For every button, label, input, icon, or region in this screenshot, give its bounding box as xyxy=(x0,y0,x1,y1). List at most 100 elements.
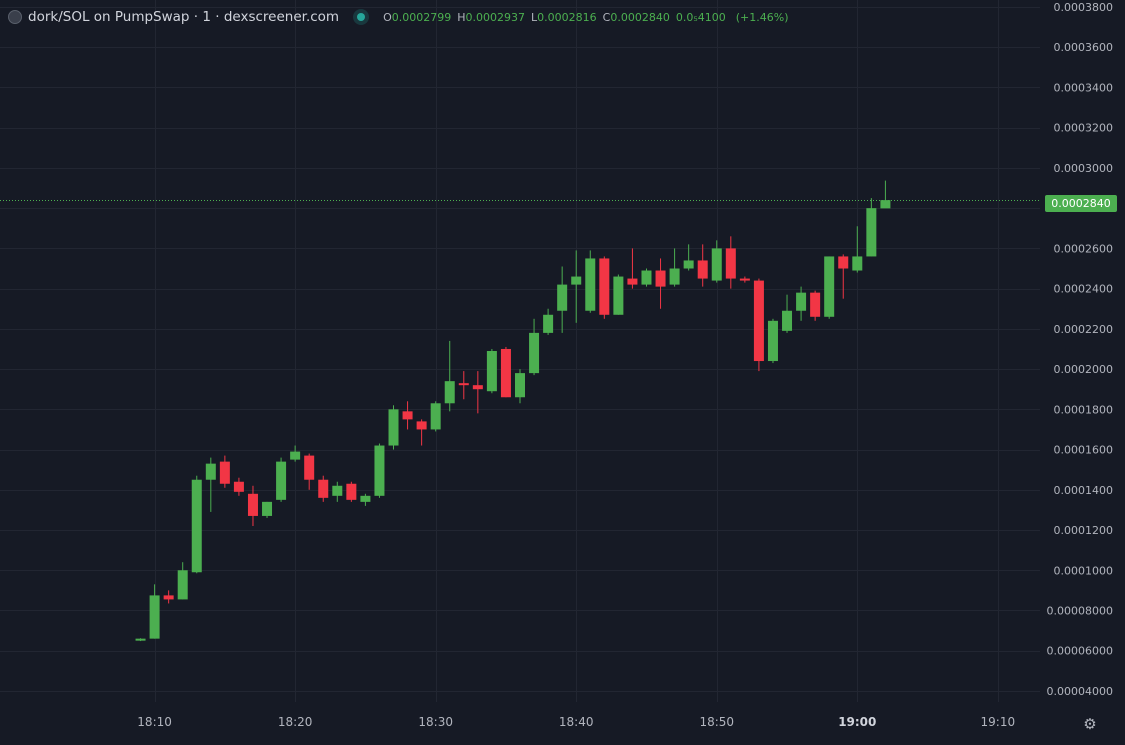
candle[interactable] xyxy=(430,401,441,432)
candle[interactable] xyxy=(332,481,343,502)
candle[interactable] xyxy=(529,318,540,376)
candle-body xyxy=(655,270,666,287)
y-tick-label: 0.0001400 xyxy=(1054,484,1114,497)
candle-body xyxy=(233,481,244,492)
candle-body xyxy=(627,278,638,285)
grid-layer xyxy=(0,0,1040,702)
candle[interactable] xyxy=(669,248,680,287)
candle-body xyxy=(711,248,722,281)
candle[interactable] xyxy=(163,590,174,604)
candle[interactable] xyxy=(739,276,750,283)
candle[interactable] xyxy=(219,455,230,488)
open-label: O xyxy=(383,10,392,24)
candle-body xyxy=(135,638,146,641)
candle[interactable] xyxy=(304,453,315,490)
candle[interactable] xyxy=(880,180,891,209)
candle[interactable] xyxy=(852,226,863,273)
candle-body xyxy=(486,350,497,392)
candle[interactable] xyxy=(177,562,188,600)
candle-body xyxy=(430,403,441,430)
y-tick-label: 0.0001200 xyxy=(1054,524,1114,537)
candle[interactable] xyxy=(641,268,652,287)
candle-body xyxy=(304,455,315,480)
candle[interactable] xyxy=(500,346,511,398)
candle-body xyxy=(810,292,821,317)
candle[interactable] xyxy=(697,244,708,287)
candle[interactable] xyxy=(318,475,329,502)
candle-body xyxy=(599,258,610,315)
candle[interactable] xyxy=(796,286,807,321)
candle[interactable] xyxy=(374,443,385,498)
gear-icon[interactable]: ⚙ xyxy=(1083,715,1097,733)
candle[interactable] xyxy=(838,254,849,299)
candle-body xyxy=(880,200,891,209)
candle[interactable] xyxy=(585,250,596,313)
candle[interactable] xyxy=(402,401,413,430)
candle-body xyxy=(669,268,680,285)
y-tick-label: 0.0001600 xyxy=(1054,444,1114,457)
candle-body xyxy=(374,445,385,496)
candle[interactable] xyxy=(290,445,301,462)
candle[interactable] xyxy=(515,369,525,404)
candle[interactable] xyxy=(683,244,694,271)
candle-body xyxy=(262,501,273,516)
candle[interactable] xyxy=(458,371,469,400)
candles-layer[interactable] xyxy=(135,180,891,642)
candle[interactable] xyxy=(599,256,610,319)
candle[interactable] xyxy=(444,340,455,412)
candle[interactable] xyxy=(571,250,582,323)
candle-body xyxy=(739,278,750,281)
candle[interactable] xyxy=(543,308,554,335)
y-tick-label: 0.0003200 xyxy=(1054,122,1114,135)
low-label: L xyxy=(531,10,538,24)
candle[interactable] xyxy=(472,371,483,414)
candle-body xyxy=(388,409,399,446)
candle-body xyxy=(149,595,160,639)
candle-body xyxy=(543,314,554,333)
candle[interactable] xyxy=(346,481,357,502)
candle[interactable] xyxy=(810,290,821,321)
candle[interactable] xyxy=(388,405,399,450)
candle[interactable] xyxy=(866,198,877,257)
candle-body xyxy=(402,411,413,420)
candle[interactable] xyxy=(725,236,736,289)
candle-body xyxy=(346,483,357,500)
candle[interactable] xyxy=(753,278,764,372)
candle[interactable] xyxy=(276,457,287,502)
candle[interactable] xyxy=(824,256,835,319)
candle-body xyxy=(838,256,849,269)
candle[interactable] xyxy=(262,501,273,518)
y-tick-label: 0.00004000 xyxy=(1047,685,1113,698)
candle[interactable] xyxy=(416,419,427,446)
candle[interactable] xyxy=(557,266,568,333)
candle[interactable] xyxy=(655,258,666,309)
change-value: 0.0₅4100 xyxy=(675,10,726,24)
candle[interactable] xyxy=(135,638,146,642)
candle[interactable] xyxy=(627,248,638,289)
candle[interactable] xyxy=(205,457,216,512)
price-axis[interactable]: 0.00004000 0.00006000 0.00008000 0.0001000 0… xyxy=(1047,1,1113,698)
candle[interactable] xyxy=(247,485,258,526)
candle-body xyxy=(529,332,540,374)
y-tick-label: 0.00006000 xyxy=(1047,645,1113,658)
candle[interactable] xyxy=(149,584,160,639)
low-value: 0.0002816 xyxy=(537,10,597,24)
candle[interactable] xyxy=(360,493,371,506)
high-label: H xyxy=(457,10,466,24)
chart-title[interactable]: dork/SOL on PumpSwap · 1 · dexscreener.c… xyxy=(28,9,340,25)
candle[interactable] xyxy=(233,477,244,496)
candle[interactable] xyxy=(711,240,722,283)
candle[interactable] xyxy=(486,348,497,394)
candle-body xyxy=(725,248,736,279)
candle[interactable] xyxy=(767,318,778,364)
candle[interactable] xyxy=(191,475,202,574)
candle[interactable] xyxy=(613,274,624,315)
change-percent: (+1.46%) xyxy=(735,10,789,24)
candle-body xyxy=(585,258,596,311)
candle[interactable] xyxy=(782,294,793,333)
candle-body xyxy=(557,284,568,311)
candle-body xyxy=(796,292,807,311)
time-axis[interactable]: 18:10 18:20 18:30 18:40 18:50 19:00 19:10 xyxy=(137,715,1015,729)
